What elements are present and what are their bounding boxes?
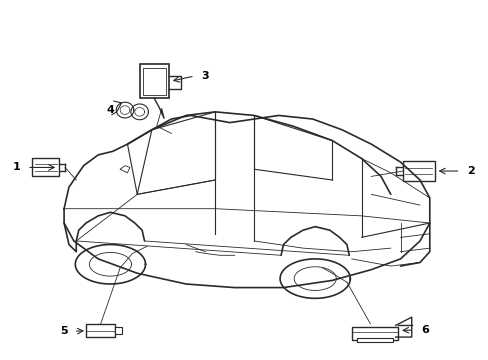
Text: 6: 6	[420, 325, 428, 335]
FancyBboxPatch shape	[140, 64, 168, 98]
Text: 1: 1	[12, 162, 20, 172]
Text: 3: 3	[201, 71, 209, 81]
Text: 5: 5	[60, 326, 68, 336]
FancyBboxPatch shape	[402, 161, 434, 181]
Text: 2: 2	[467, 166, 474, 176]
FancyBboxPatch shape	[356, 338, 392, 342]
FancyBboxPatch shape	[32, 158, 59, 176]
Text: 4: 4	[106, 105, 114, 115]
FancyBboxPatch shape	[142, 68, 165, 95]
FancyBboxPatch shape	[351, 327, 397, 340]
FancyBboxPatch shape	[115, 327, 122, 334]
FancyBboxPatch shape	[86, 324, 115, 337]
